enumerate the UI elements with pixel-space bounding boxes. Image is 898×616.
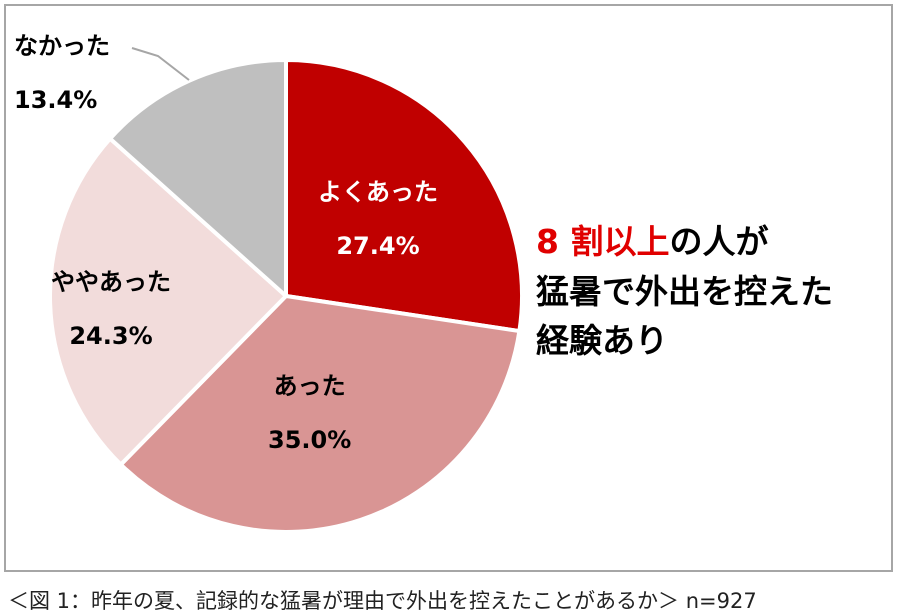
headline-line1-rest: の人が — [669, 222, 769, 261]
slice-nakatta — [108, 58, 288, 298]
slice-yoku-atta — [284, 58, 524, 334]
figure-caption: ＜図 1：昨年の夏、記録的な猛暑が理由で外出を控えたことがあるか＞ n=927 — [8, 589, 757, 613]
slice-category-nakatta: なかった — [14, 32, 110, 60]
slice-category-yoku: よくあった — [318, 178, 438, 206]
slice-label-atta: あった 35.0% — [268, 366, 351, 454]
slice-category-atta: あった — [273, 372, 346, 400]
slice-label-yaya: ややあった 24.3% — [51, 262, 171, 350]
slice-value-yaya: 24.3% — [69, 322, 153, 350]
slice-value-nakatta: 13.4% — [14, 86, 98, 114]
slice-yaya-atta — [48, 136, 288, 467]
headline-line3: 経験あり — [536, 321, 668, 360]
slice-category-yaya: ややあった — [51, 268, 171, 296]
headline-line1: 8 割以上の人が — [536, 225, 768, 258]
leader-line-nakatta — [131, 47, 190, 81]
slice-value-atta: 35.0% — [268, 426, 352, 454]
slice-value-yoku: 27.4% — [336, 232, 420, 260]
slice-label-yoku: よくあった 27.4% — [318, 172, 438, 260]
slice-label-nakatta: なかった 13.4% — [14, 26, 110, 114]
headline-highlight: 8 割以上 — [536, 222, 670, 261]
headline-line2: 猛暑で外出を控えた — [536, 272, 833, 311]
slice-atta — [118, 294, 522, 534]
